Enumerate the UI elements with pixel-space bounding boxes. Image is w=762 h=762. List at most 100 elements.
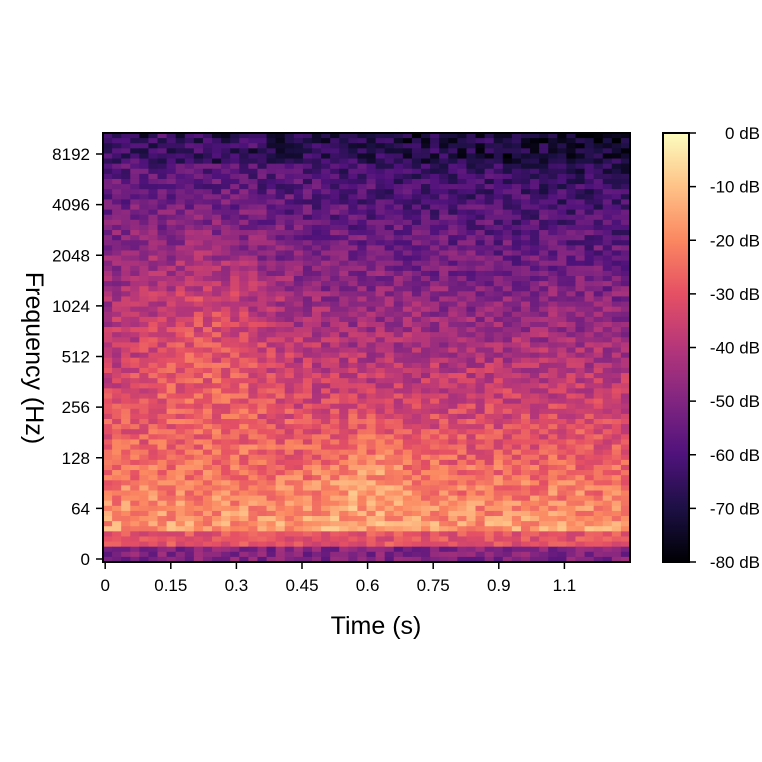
heatmap-cell	[475, 546, 486, 553]
heatmap-cell	[112, 505, 122, 512]
heatmap-cell	[411, 459, 422, 466]
heatmap-cell	[384, 184, 395, 190]
heatmap-cell	[366, 541, 377, 548]
heatmap-cell	[511, 184, 522, 190]
heatmap-cell	[611, 403, 622, 410]
heatmap-cell	[593, 454, 604, 461]
heatmap-cell	[620, 230, 631, 236]
heatmap-cell	[520, 224, 531, 231]
heatmap-cell	[166, 352, 177, 359]
heatmap-cell	[602, 189, 613, 195]
heatmap-cell	[221, 347, 231, 354]
heatmap-cell	[212, 367, 222, 374]
heatmap-cell	[402, 459, 413, 466]
heatmap-cell	[457, 485, 468, 492]
heatmap-cell	[384, 556, 395, 563]
heatmap-cell	[275, 138, 286, 144]
heatmap-cell	[566, 434, 577, 441]
heatmap-cell	[530, 301, 540, 308]
heatmap-cell	[539, 449, 549, 456]
colorbar-tick-label: -10 dB	[710, 178, 760, 197]
heatmap-cell	[202, 398, 213, 405]
heatmap-cell	[103, 301, 113, 308]
heatmap-cell	[321, 173, 331, 180]
heatmap-cell	[439, 286, 449, 292]
heatmap-cell	[221, 459, 231, 466]
heatmap-cell	[202, 316, 213, 323]
heatmap-cell	[620, 449, 631, 456]
heatmap-cell	[112, 536, 122, 543]
heatmap-cell	[148, 173, 159, 180]
heatmap-cell	[520, 265, 531, 272]
heatmap-cell	[530, 214, 540, 221]
heatmap-cell	[566, 393, 577, 400]
heatmap-cell	[321, 521, 331, 527]
heatmap-cell	[239, 439, 249, 446]
heatmap-cell	[339, 449, 349, 456]
heatmap-cell	[148, 434, 159, 441]
heatmap-cell	[330, 464, 340, 471]
heatmap-cell	[302, 230, 313, 236]
heatmap-cell	[348, 342, 359, 349]
heatmap-cell	[384, 194, 395, 200]
heatmap-cell	[157, 546, 168, 553]
heatmap-cell	[611, 367, 622, 374]
heatmap-cell	[430, 296, 440, 303]
heatmap-cell	[548, 521, 558, 527]
heatmap-cell	[293, 429, 304, 435]
heatmap-cell	[284, 424, 295, 430]
heatmap-cell	[575, 526, 586, 532]
heatmap-cell	[511, 475, 522, 481]
heatmap-cell	[520, 189, 531, 195]
heatmap-cell	[103, 204, 113, 211]
heatmap-cell	[221, 178, 231, 185]
heatmap-cell	[166, 475, 177, 481]
heatmap-cell	[611, 464, 622, 471]
heatmap-cell	[411, 495, 422, 502]
heatmap-cell	[121, 158, 131, 165]
heatmap-cell	[130, 209, 140, 216]
heatmap-cell	[575, 332, 586, 338]
heatmap-cell	[302, 413, 313, 420]
heatmap-cell	[402, 531, 413, 538]
heatmap-cell	[239, 168, 249, 175]
heatmap-cell	[484, 291, 495, 298]
heatmap-cell	[539, 393, 549, 400]
heatmap-cell	[121, 408, 131, 415]
heatmap-cell	[275, 459, 286, 466]
heatmap-cell	[221, 495, 231, 502]
heatmap-cell	[611, 224, 622, 231]
heatmap-cell	[511, 138, 522, 144]
heatmap-cell	[557, 316, 567, 323]
heatmap-cell	[402, 148, 413, 155]
heatmap-cell	[366, 413, 377, 420]
heatmap-cell	[184, 419, 195, 425]
heatmap-cell	[430, 332, 440, 338]
heatmap-cell	[575, 444, 586, 451]
heatmap-cell	[402, 510, 413, 517]
heatmap-cell	[184, 199, 195, 206]
heatmap-cell	[421, 419, 431, 425]
heatmap-cell	[448, 296, 458, 303]
heatmap-cell	[257, 214, 268, 221]
heatmap-cell	[493, 485, 504, 492]
heatmap-cell	[539, 485, 549, 492]
heatmap-cell	[157, 434, 168, 441]
heatmap-cell	[557, 321, 567, 328]
heatmap-cell	[620, 490, 631, 497]
heatmap-cell	[184, 173, 195, 180]
heatmap-cell	[439, 214, 449, 221]
heatmap-cell	[602, 230, 613, 236]
heatmap-cell	[121, 316, 131, 323]
heatmap-cell	[448, 413, 458, 420]
heatmap-cell	[530, 495, 540, 502]
heatmap-cell	[421, 551, 431, 558]
heatmap-cell	[112, 311, 122, 318]
heatmap-cell	[239, 546, 249, 553]
heatmap-cell	[375, 454, 386, 461]
heatmap-cell	[321, 403, 331, 410]
heatmap-cell	[321, 536, 331, 543]
heatmap-cell	[593, 373, 604, 379]
heatmap-cell	[139, 178, 150, 185]
heatmap-cell	[193, 551, 204, 558]
